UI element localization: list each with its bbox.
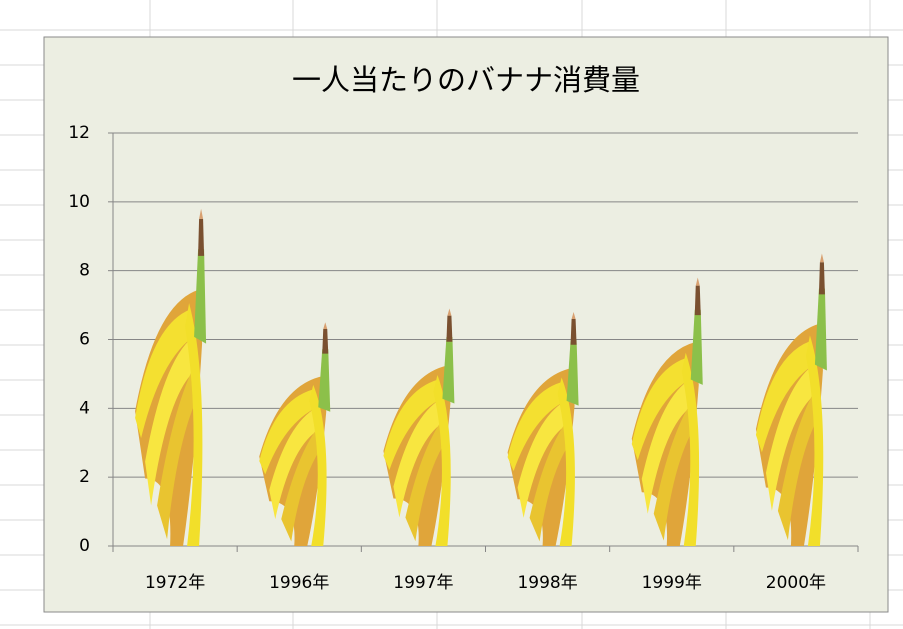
- x-tick-label: 1996年: [269, 573, 329, 593]
- x-tick-label: 1972年: [145, 573, 205, 593]
- y-tick-label: 10: [68, 192, 90, 212]
- x-tick-label: 1999年: [642, 573, 702, 593]
- x-tick-label: 2000年: [766, 573, 826, 593]
- y-tick-label: 8: [79, 261, 90, 281]
- x-tick-label: 1998年: [517, 573, 577, 593]
- banana-part: [571, 319, 577, 345]
- y-tick-label: 6: [79, 330, 90, 350]
- banana-part: [695, 286, 701, 316]
- y-tick-label: 2: [79, 467, 90, 487]
- banana-part: [322, 329, 328, 354]
- y-tick-label: 4: [79, 398, 90, 418]
- x-tick-label: 1997年: [393, 573, 453, 593]
- y-tick-label: 12: [68, 123, 90, 143]
- banana-part: [446, 316, 452, 342]
- chart: 一人当たりのバナナ消費量 0 2 4 6 8 10 12 1972年 1996年 1997年 199…: [0, 0, 903, 629]
- y-tick-label: 0: [79, 536, 90, 556]
- banana-part: [819, 262, 825, 294]
- banana-part: [198, 219, 204, 256]
- chart-title: 一人当たりのバナナ消費量: [292, 63, 640, 97]
- page: 一人当たりのバナナ消費量 0 2 4 6 8 10 12 1972年 1996年 1997年 199…: [0, 0, 903, 629]
